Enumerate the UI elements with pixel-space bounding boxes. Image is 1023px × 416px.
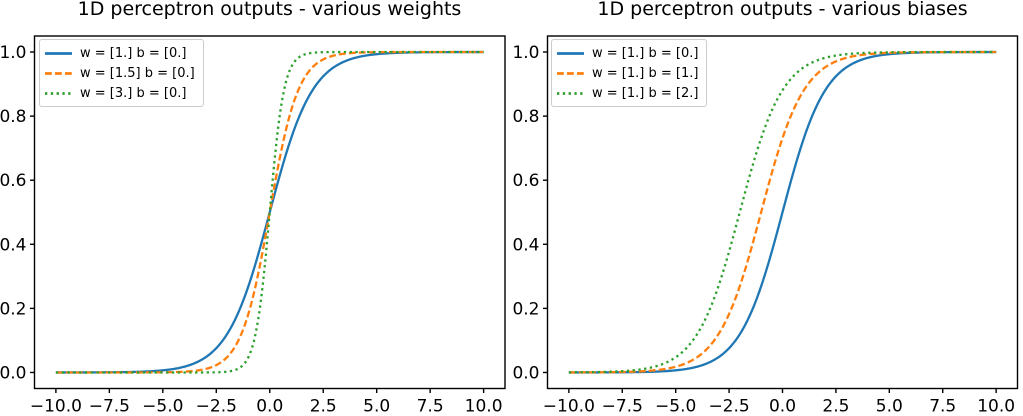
legend-weights: w = [1.] b = [0.] w = [1.5] b = [0.] w =… [39,39,204,107]
legend-line-solid-icon [45,51,72,55]
y-tick-label: 0.6 [0,171,27,191]
x-tick-label: −10.0 [543,397,595,416]
y-tick-label: 0.4 [512,235,539,255]
y-tick-label: 1.0 [512,43,539,63]
legend-item: w = [3.] b = [0.] [45,83,195,103]
x-tick-label: 5.0 [363,397,390,416]
x-tick-label: −2.5 [708,397,749,416]
legend-label: w = [3.] b = [0.] [80,85,187,101]
legend-item: w = [1.] b = [0.] [45,43,195,63]
legend-item: w = [1.5] b = [0.] [45,63,195,83]
legend-line-solid-icon [557,51,584,55]
legend-item: w = [1.] b = [2.] [557,83,698,103]
x-tick-label: 0.0 [256,397,283,416]
legend-item: w = [1.] b = [0.] [557,43,698,63]
legend-label: w = [1.] b = [0.] [80,45,187,61]
y-tick-label: 0.6 [512,171,539,191]
legend-label: w = [1.] b = [0.] [592,45,699,61]
legend-line-dashed-icon [45,71,72,75]
x-tick-label: 10.0 [977,397,1015,416]
x-tick-label: −5.0 [142,397,183,416]
y-tick-label: 0.8 [0,107,27,127]
y-tick-label: 0.8 [512,107,539,127]
chart-title-weights: 1D perceptron outputs - various weights [77,0,462,20]
y-tick-label: 0.2 [0,299,27,319]
series-line-dotted [568,50,997,374]
legend-label: w = [1.] b = [1.] [592,65,699,81]
x-tick-label: −5.0 [655,397,696,416]
legend-line-dashed-icon [557,71,584,75]
x-tick-label: −7.5 [602,397,643,416]
legend-item: w = [1.] b = [1.] [557,63,698,83]
legend-biases: w = [1.] b = [0.] w = [1.] b = [1.] w = … [551,39,708,107]
y-tick-label: 0.0 [0,363,27,383]
x-tick-label: 2.5 [822,397,849,416]
y-tick-label: 1.0 [0,43,27,63]
legend-line-dotted-icon [45,91,72,95]
chart-title-biases: 1D perceptron outputs - various biases [597,0,968,20]
x-tick-label: 2.5 [310,397,337,416]
chart-biases: −10.0 −7.5 −5.0 −2.5 0.0 2.5 5.0 7.5 10.0 0.0 0.2 0… [512,35,1019,416]
x-tick-label: 7.5 [417,397,444,416]
chart-weights: −10.0 −7.5 −5.0 −2.5 0.0 2.5 5.0 7.5 10.0 0.0 0.2 0… [0,35,506,416]
x-tick-label: 5.0 [876,397,903,416]
legend-label: w = [1.5] b = [0.] [80,65,195,81]
y-tick-label: 0.4 [0,235,27,255]
legend-line-dotted-icon [557,91,584,95]
y-tick-label: 0.2 [512,299,539,319]
x-tick-label: 10.0 [465,397,503,416]
x-tick-label: 0.0 [769,397,796,416]
x-tick-label: −2.5 [196,397,237,416]
series-line-dotted [55,50,484,374]
plot-border [33,35,506,390]
plot-border [546,35,1019,390]
x-tick-label: −10.0 [30,397,82,416]
x-tick-label: −7.5 [89,397,130,416]
x-tick-label: 7.5 [929,397,956,416]
legend-label: w = [1.] b = [2.] [592,85,699,101]
y-tick-label: 0.0 [512,363,539,383]
series-line-dashed [568,50,997,374]
